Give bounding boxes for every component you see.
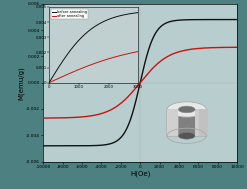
Y-axis label: M(emu/g): M(emu/g)	[18, 66, 24, 100]
X-axis label: H(Oe): H(Oe)	[130, 170, 150, 177]
